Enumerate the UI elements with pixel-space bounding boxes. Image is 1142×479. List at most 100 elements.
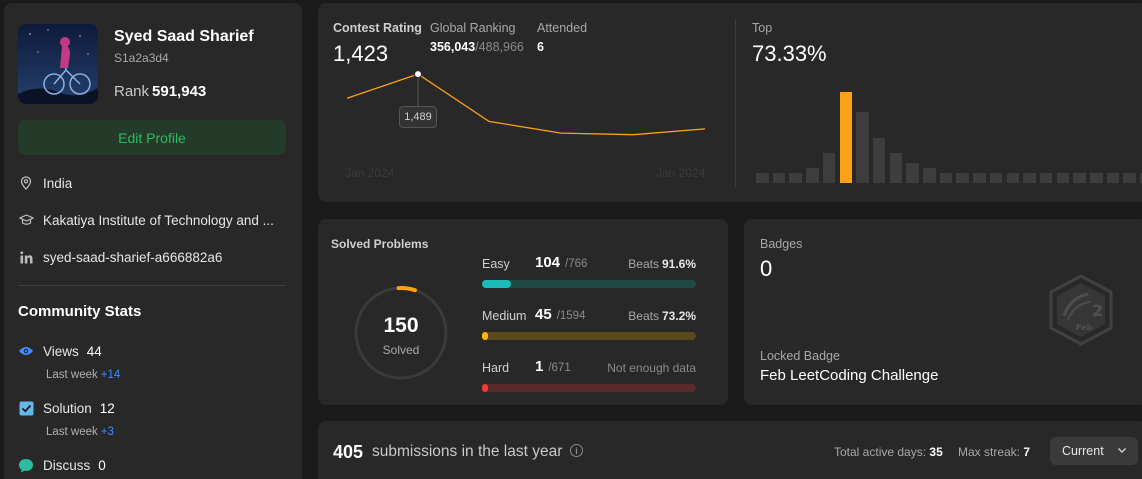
solved-total-label: Solved (382, 343, 420, 357)
discuss-label: Discuss (43, 457, 91, 473)
histogram-bar (822, 152, 836, 183)
solved-progress-ring[interactable]: 150 Solved (351, 283, 451, 383)
rating-distribution-histogram[interactable] (756, 83, 1142, 183)
year-select-label: Current (1062, 444, 1104, 458)
medium-count-wrap: 45/1594 (535, 306, 585, 323)
solved-problems-panel: Solved Problems 150 Solved Easy 104/766 … (318, 219, 728, 405)
views-last-week-label: Last week (46, 369, 98, 381)
rating-line (346, 73, 706, 136)
histogram-bar (973, 172, 986, 183)
linkedin-row[interactable]: syed-saad-sharief-a666882a6 (18, 249, 290, 265)
histogram-bar (756, 172, 769, 183)
medium-count: 45 (535, 306, 552, 323)
views-label: Views (43, 343, 79, 359)
top-percent-value: 73.33% (752, 41, 827, 66)
badges-panel: Badges 0 2 Feb Locked Badge Feb LeetCodi… (744, 219, 1142, 405)
active-days-label: Total active days: (834, 445, 927, 459)
active-days: Total active days: 35 (834, 445, 943, 459)
histogram-bar (872, 137, 886, 183)
hard-beats-text: Not enough data (607, 361, 696, 375)
easy-count: 104 (535, 254, 561, 271)
histogram-bar (939, 172, 953, 183)
chevron-down-icon (1116, 444, 1128, 459)
edit-profile-button[interactable]: Edit Profile (18, 120, 286, 155)
attended-label: Attended (537, 21, 588, 35)
contest-rating-panel: Contest Rating 1,423 Global Ranking 356,… (318, 3, 1142, 202)
active-days-value: 35 (929, 445, 943, 459)
rating-line-chart[interactable] (318, 3, 733, 202)
histogram-bar (989, 172, 1003, 183)
histogram-bar (1023, 172, 1036, 183)
views-value: 44 (86, 343, 102, 359)
histogram-bar (789, 172, 802, 183)
location-pin-icon (18, 175, 34, 191)
medium-progress-bar (482, 332, 696, 340)
histogram-bar (1090, 172, 1103, 183)
attended-value: 6 (537, 40, 544, 54)
views-stat: Views 44 (18, 343, 102, 359)
check-square-icon (18, 400, 34, 416)
year-select[interactable]: Current (1050, 437, 1138, 465)
avatar[interactable] (18, 24, 98, 104)
submissions-panel: 405 submissions in the last year i Total… (318, 421, 1142, 479)
medium-total: /1594 (556, 310, 586, 322)
max-streak-value: 7 (1023, 445, 1031, 459)
location-row: India (18, 175, 290, 191)
histogram-bar (856, 112, 869, 183)
easy-progress-fill (482, 280, 512, 288)
max-streak-label: Max streak: (958, 445, 1021, 459)
locked-badge-name: Feb LeetCoding Challenge (760, 367, 939, 384)
rank: Rank 591,943 (114, 83, 206, 100)
histogram-bar (1039, 172, 1053, 183)
badges-label: Badges (760, 237, 803, 251)
rating-point-highlight[interactable] (414, 70, 422, 79)
x-axis-start-label: Jan 2024 (345, 166, 395, 180)
solution-value: 12 (99, 400, 115, 416)
global-ranking-total: /488,966 (475, 40, 524, 54)
medium-progress-fill (482, 332, 488, 340)
contest-rating-value: 1,423 (333, 41, 389, 66)
locked-badge-month: Feb (1076, 323, 1093, 332)
global-ranking: 356,043/488,966 (430, 40, 524, 54)
medium-beats: Beats 73.2% (628, 309, 696, 323)
solved-problems-title: Solved Problems (331, 237, 429, 251)
discuss-bubble-icon (18, 457, 34, 473)
user-handle: S1a2a3d4 (114, 51, 169, 65)
histogram-bar (772, 172, 786, 183)
contest-rating-label: Contest Rating (333, 21, 422, 35)
hard-progress-bar (482, 384, 696, 392)
medium-beats-label: Beats (628, 309, 659, 323)
solution-stat: Solution 12 (18, 400, 115, 416)
panel-separator (735, 19, 736, 187)
submissions-count: 405 (333, 442, 364, 462)
graduation-cap-icon (18, 212, 34, 228)
profile-sidebar: Syed Saad Sharief S1a2a3d4 Rank 591,943 E… (4, 3, 302, 479)
easy-beats-value: 91.6% (661, 257, 696, 271)
easy-progress-bar (482, 280, 696, 288)
hard-label: Hard (482, 361, 510, 375)
easy-label: Easy (482, 257, 510, 271)
solution-last-week: Last week +3 (46, 426, 114, 438)
locked-badge-icon[interactable]: 2 Feb (1048, 274, 1114, 346)
x-axis-end-label: Jan 2024 (656, 166, 706, 180)
submissions-text: submissions in the last year (372, 443, 563, 460)
school-text: Kakatiya Institute of Technology and ... (43, 212, 274, 228)
school-row: Kakatiya Institute of Technology and ... (18, 212, 290, 228)
locked-badge-glyph: 2 (1092, 301, 1103, 320)
linkedin-link[interactable]: syed-saad-sharief-a666882a6 (43, 249, 223, 265)
solution-last-week-delta: +3 (100, 426, 114, 438)
sidebar-divider (18, 285, 286, 286)
easy-total: /766 (565, 258, 588, 270)
locked-badge-label: Locked Badge (760, 349, 840, 363)
rank-value: 591,943 (152, 83, 207, 100)
views-last-week: Last week +14 (46, 369, 120, 381)
rank-label: Rank (114, 83, 150, 100)
histogram-bar (806, 167, 819, 183)
global-ranking-value: 356,043 (430, 40, 476, 54)
histogram-bar (839, 92, 852, 183)
info-icon[interactable]: i (570, 444, 583, 457)
max-streak: Max streak: 7 (958, 445, 1030, 459)
user-name: Syed Saad Sharief (114, 28, 254, 45)
histogram-bar (923, 167, 936, 183)
community-stats-title: Community Stats (18, 303, 142, 320)
